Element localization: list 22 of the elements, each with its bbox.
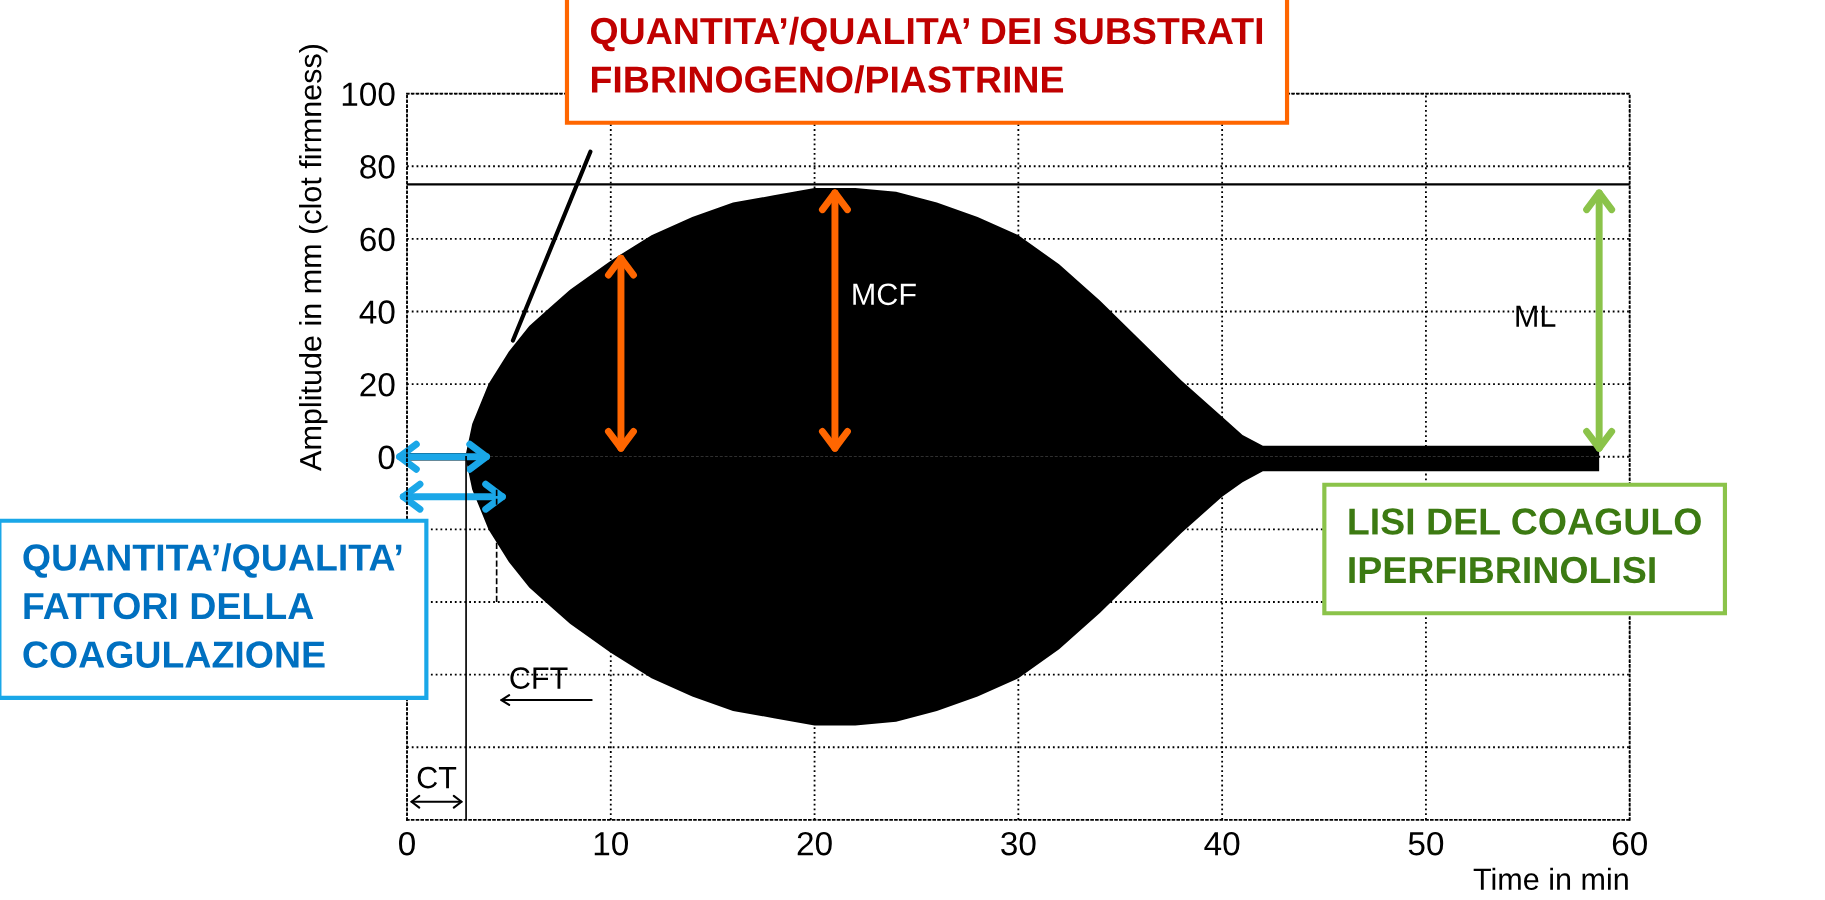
annotation: ML <box>1516 305 1556 327</box>
text: QUANTITA’/QUALITA’ FATTORI DELLA COAGULAZIONE <box>23 543 402 668</box>
y-tick-label: 60 <box>360 227 395 252</box>
text: QUANTITA’/QUALITA’ DEI SUBSTRATI FIBRINOGENO/PIASTRINE <box>591 16 1263 94</box>
y-tick-label: 20 <box>360 372 395 397</box>
x-tick-label: 0 <box>399 831 415 856</box>
ref-line-label: CFT <box>510 667 568 689</box>
x-tick-label: 50 <box>1408 831 1444 856</box>
x-tick-label: 40 <box>1204 831 1240 856</box>
x-tick-label: 60 <box>1612 831 1647 856</box>
x-tick-label: 20 <box>797 831 832 856</box>
y-tick-label: 80 <box>360 155 395 179</box>
x-axis-title: Time in min <box>1473 867 1628 891</box>
y-axis-title: Amplitude in mm (clot firmness) <box>299 44 328 471</box>
annotation: MCF <box>853 283 916 306</box>
y-tick-label: 100 <box>342 82 395 107</box>
annotation: LISI DEL COAGULO IPERFIBRINOLISI <box>1349 508 1701 584</box>
x-tick-label: 30 <box>1001 831 1036 856</box>
y-tick-label: 40 <box>359 300 395 324</box>
x-tick-label: 10 <box>594 831 628 856</box>
ref-line-label: CT <box>417 766 457 789</box>
y-tick-label: 0 <box>378 445 395 470</box>
